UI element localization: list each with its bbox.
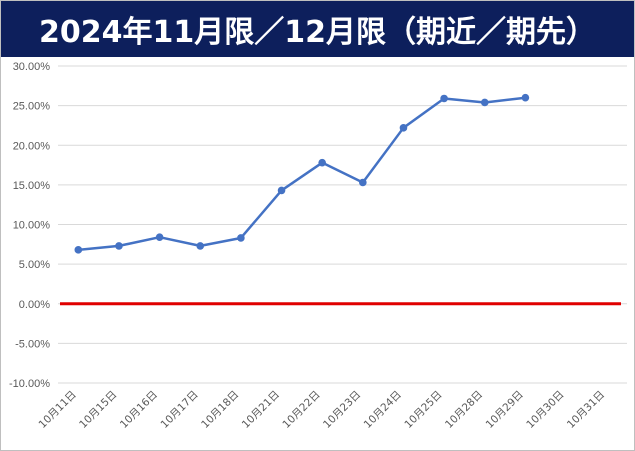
title-bar: 2024年11月限／12月限（期近／期先） (1, 1, 634, 57)
x-tick-label: 10月30日 (524, 389, 566, 431)
data-point (318, 158, 326, 167)
x-tick-label: 10月29日 (484, 389, 526, 431)
data-point (359, 178, 367, 187)
data-point (155, 233, 164, 241)
y-tick-label: -10.00% (9, 378, 50, 390)
y-tick-label: 30.00% (13, 61, 51, 73)
y-tick-label: 25.00% (13, 101, 51, 113)
data-point (480, 98, 489, 107)
x-tick-label: 10月17日 (158, 389, 200, 431)
x-tick-label: 10月21日 (240, 389, 282, 431)
x-tick-label: 10月11日 (37, 389, 79, 431)
data-point (237, 234, 245, 242)
data-point (115, 242, 123, 250)
data-point (277, 186, 286, 195)
data-point (521, 93, 530, 102)
y-tick-label: 15.00% (13, 180, 51, 192)
data-point (399, 124, 408, 132)
y-tick-label: 0.00% (19, 299, 50, 311)
y-tick-label: -5.00% (15, 338, 50, 350)
x-tick-label: 10月28日 (443, 389, 485, 431)
chart-title: 2024年11月限／12月限（期近／期先） (39, 15, 596, 50)
y-tick-label: 20.00% (13, 140, 51, 152)
data-point (440, 94, 448, 103)
series-line (78, 96, 526, 252)
y-tick-label: 5.00% (19, 259, 50, 271)
data-point (196, 242, 205, 250)
y-tick-label: 10.00% (13, 220, 51, 232)
x-tick-label: 10月24日 (362, 389, 404, 431)
x-tick-label: 10月25日 (402, 389, 444, 431)
x-tick-label: 10月23日 (321, 389, 363, 431)
x-tick-label: 10月15日 (77, 389, 119, 431)
data-point (74, 246, 83, 254)
x-tick-label: 10月16日 (118, 389, 160, 431)
x-tick-label: 10月18日 (199, 389, 241, 431)
x-tick-label: 10月22日 (280, 389, 322, 431)
x-tick-label: 10月31日 (565, 389, 607, 431)
